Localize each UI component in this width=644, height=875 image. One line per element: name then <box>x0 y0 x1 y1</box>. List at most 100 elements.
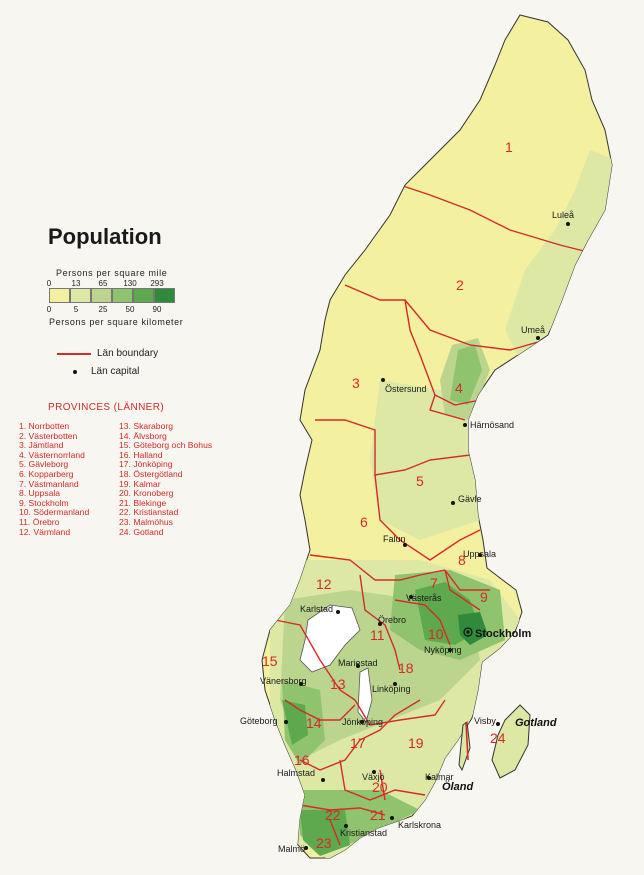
province-item: 13. Skaraborg <box>119 421 173 431</box>
prov-number-19: 19 <box>408 735 424 751</box>
city-label: Gävle <box>458 494 482 504</box>
city-label: Kalmar <box>425 772 454 782</box>
legend-swatch <box>154 288 175 303</box>
province-item: 8. Uppsala <box>19 488 61 499</box>
provinces-heading: PROVINCES (LÄNNER) <box>48 402 165 413</box>
sea-boundary <box>465 721 469 761</box>
prov-number-10: 10 <box>428 626 444 642</box>
province-item: 23. Malmöhus <box>119 516 173 527</box>
prov-number-21: 21 <box>370 807 386 823</box>
province-item: 18. Östergötland <box>119 468 183 479</box>
city-label: Västerås <box>406 593 442 603</box>
legend-mile-tick: 293 <box>150 279 164 288</box>
prov-number-5: 5 <box>416 473 424 489</box>
legend-swatch <box>49 288 70 303</box>
legend-km-tick: 0 <box>46 305 52 314</box>
prov-number-6: 6 <box>360 514 368 530</box>
prov-number-3: 3 <box>352 375 360 391</box>
province-item: 17. Jönköping <box>119 459 173 470</box>
prov-number-16: 16 <box>294 752 310 768</box>
city-label: Halmstad <box>277 768 315 778</box>
province-numbers: 1 2 3 4 5 6 7 8 9 10 11 12 13 14 15 16 1… <box>262 139 513 851</box>
province-item: 10. Södermanland <box>19 507 90 518</box>
capital-dot-icon <box>73 369 77 374</box>
legend-km-tick: 25 <box>98 305 108 314</box>
prov-number-1: 1 <box>505 139 513 155</box>
city-label: Visby <box>474 716 496 726</box>
city-label: Linköping <box>372 684 411 694</box>
prov-number-4: 4 <box>455 380 463 396</box>
legend-capital-row: Län capital <box>57 366 139 377</box>
legend-boundary-label: Län boundary <box>97 348 159 359</box>
prov-number-14: 14 <box>306 715 322 731</box>
map-title: Population <box>48 224 162 249</box>
province-item: 14. Älvsborg <box>119 430 167 441</box>
legend-mile-tick: 0 <box>46 279 52 288</box>
legend-swatch <box>70 288 91 303</box>
prov-number-8: 8 <box>458 552 466 568</box>
province-item: 15. Göteborg och Bohus <box>119 440 213 451</box>
city-label: Kristianstad <box>340 828 387 838</box>
city-label: Härnösand <box>470 420 514 430</box>
prov-number-24: 24 <box>490 730 506 746</box>
province-item: 22. Kristianstad <box>119 507 179 518</box>
prov-number-13: 13 <box>330 676 346 692</box>
province-item: 1. Norrbotten <box>19 421 70 431</box>
city-label: Nyköping <box>424 645 462 655</box>
prov-number-2: 2 <box>456 277 464 293</box>
city-label: Uppsala <box>463 549 496 559</box>
legend-swatch <box>112 288 133 303</box>
lake-vanern <box>299 604 361 673</box>
boundary-line-icon <box>57 352 91 355</box>
prov-number-23: 23 <box>316 835 332 851</box>
province-item: 2. Västerbotten <box>19 430 78 441</box>
legend-mile-tick: 130 <box>123 279 137 288</box>
city-label: Jönköping <box>342 717 383 727</box>
legend-mile-tick: 65 <box>98 279 108 288</box>
province-item: 3. Jämtland <box>19 440 64 451</box>
prov-number-17: 17 <box>350 735 366 751</box>
prov-number-9: 9 <box>480 589 488 605</box>
city-label: Mariestad <box>338 658 378 668</box>
province-item: 24. Gotland <box>119 526 164 537</box>
prov-number-12: 12 <box>316 576 332 592</box>
prov-number-15: 15 <box>262 653 278 669</box>
province-item: 12. Värmland <box>19 526 71 537</box>
city-label: Göteborg <box>240 716 278 726</box>
province-item: 19. Kalmar <box>119 478 161 489</box>
province-item: 11. Örebro <box>19 516 60 527</box>
gotland-island <box>491 704 531 779</box>
stockholm-capital-marker <box>463 627 473 637</box>
province-item: 6. Kopparberg <box>19 468 74 479</box>
city-label: Umeå <box>521 325 545 335</box>
capital-label-stockholm: Stockholm <box>475 628 531 640</box>
province-item: 4. Västernorrland <box>19 449 85 460</box>
city-label: Luleå <box>552 210 574 220</box>
prov-number-20: 20 <box>372 779 388 795</box>
provinces-list-col1: 1. Norrbotten 2. Västerbotten 3. Jämtlan… <box>19 421 90 537</box>
prov-number-11: 11 <box>370 627 385 643</box>
city-label: Karlskrona <box>398 820 441 830</box>
legend-capital-label: Län capital <box>91 366 140 377</box>
city-label: Växjö <box>362 772 385 782</box>
legend-km-label: Persons per square kilometer <box>49 317 184 327</box>
legend-km-tick: 90 <box>152 305 162 314</box>
legend-mile-label: Persons per square mile <box>56 268 168 278</box>
province-item: 20. Kronoberg <box>119 488 174 499</box>
city-label: Örebro <box>378 615 406 625</box>
provinces-list-col2: 13. Skaraborg 14. Älvsborg 15. Göteborg … <box>119 421 213 537</box>
city-label: Vänersborg <box>260 676 307 686</box>
prov-number-18: 18 <box>398 660 414 676</box>
city-label: Karlstad <box>300 604 333 614</box>
island-label-oland: Öland <box>442 780 473 793</box>
prov-number-22: 22 <box>325 807 341 823</box>
city-label: Falun <box>383 534 406 544</box>
capital-dots <box>284 222 570 850</box>
legend-swatch <box>133 288 154 303</box>
legend-swatch <box>91 288 112 303</box>
province-item: 9. Stockholm <box>19 497 69 508</box>
province-item: 21. Blekinge <box>119 497 167 508</box>
province-item: 7. Västmanland <box>19 478 79 489</box>
province-item: 16. Halland <box>119 449 163 460</box>
